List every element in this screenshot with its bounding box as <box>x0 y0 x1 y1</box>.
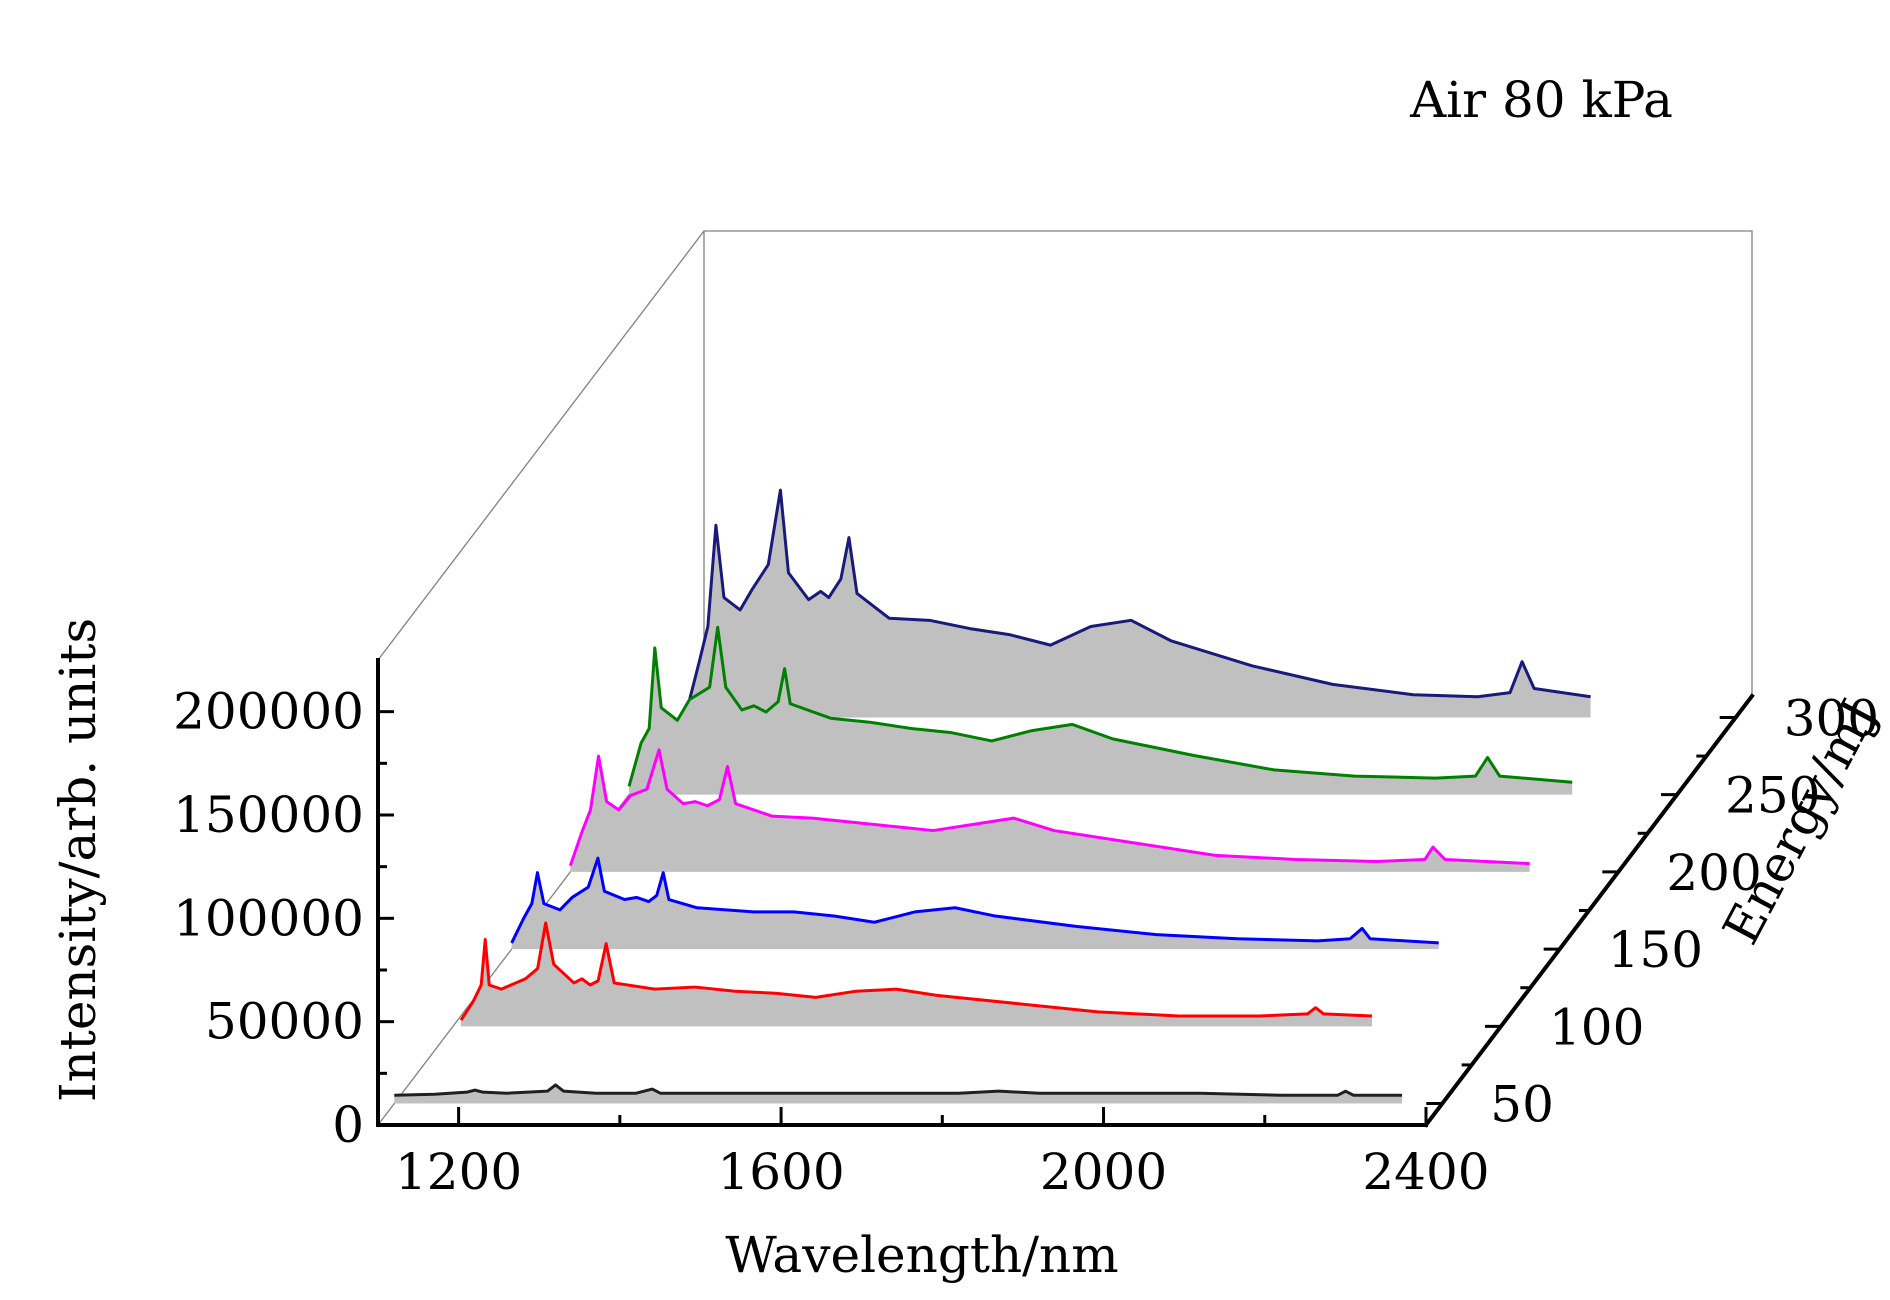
series-fill-300 <box>687 490 1591 718</box>
z-tick-label-250: 250 <box>1725 767 1820 825</box>
series-line-50 <box>394 1083 1402 1097</box>
z-tick-label-200: 200 <box>1666 844 1761 902</box>
y-tick-label-100000: 100000 <box>173 889 364 947</box>
x-tick-label-1200: 1200 <box>395 1143 522 1201</box>
z-tick-label-100: 100 <box>1549 998 1644 1056</box>
series-layer <box>394 488 1591 1104</box>
z-tick-label-50: 50 <box>1490 1076 1554 1134</box>
series-line-200 <box>568 748 1530 867</box>
y-tick-label-150000: 150000 <box>173 786 364 844</box>
x-axis-title: Wavelength/nm <box>725 1226 1118 1284</box>
y-axis-title: Intensity/arb. units <box>49 618 107 1102</box>
series-fill-200 <box>570 749 1530 872</box>
x-tick-label-2000: 2000 <box>1040 1143 1167 1201</box>
y-tick-label-50000: 50000 <box>205 993 364 1051</box>
series-line-300 <box>686 488 1591 708</box>
series-fill-250 <box>629 627 1573 795</box>
y-tick-label-0: 0 <box>332 1096 364 1154</box>
axes-layer: 0 50000 100000 150000 200000 1200 1600 2000 2400… <box>173 658 1879 1201</box>
x-tick-label-1600: 1600 <box>717 1143 844 1201</box>
series-fill-150 <box>511 858 1439 950</box>
annotation-label: Air 80 kPa <box>1409 71 1673 129</box>
z-tick-label-150: 150 <box>1608 921 1703 979</box>
series-line-150 <box>510 856 1439 945</box>
series-fill-100 <box>461 922 1372 1027</box>
z-tick-label-300: 300 <box>1784 689 1879 747</box>
series-line-100 <box>459 921 1373 1021</box>
series-line-250 <box>627 625 1573 787</box>
y-tick-label-200000: 200000 <box>173 683 364 741</box>
frame-back-wall <box>703 230 1753 696</box>
x-tick-label-2400: 2400 <box>1362 1143 1489 1201</box>
frame-top-left-edge <box>377 230 705 661</box>
